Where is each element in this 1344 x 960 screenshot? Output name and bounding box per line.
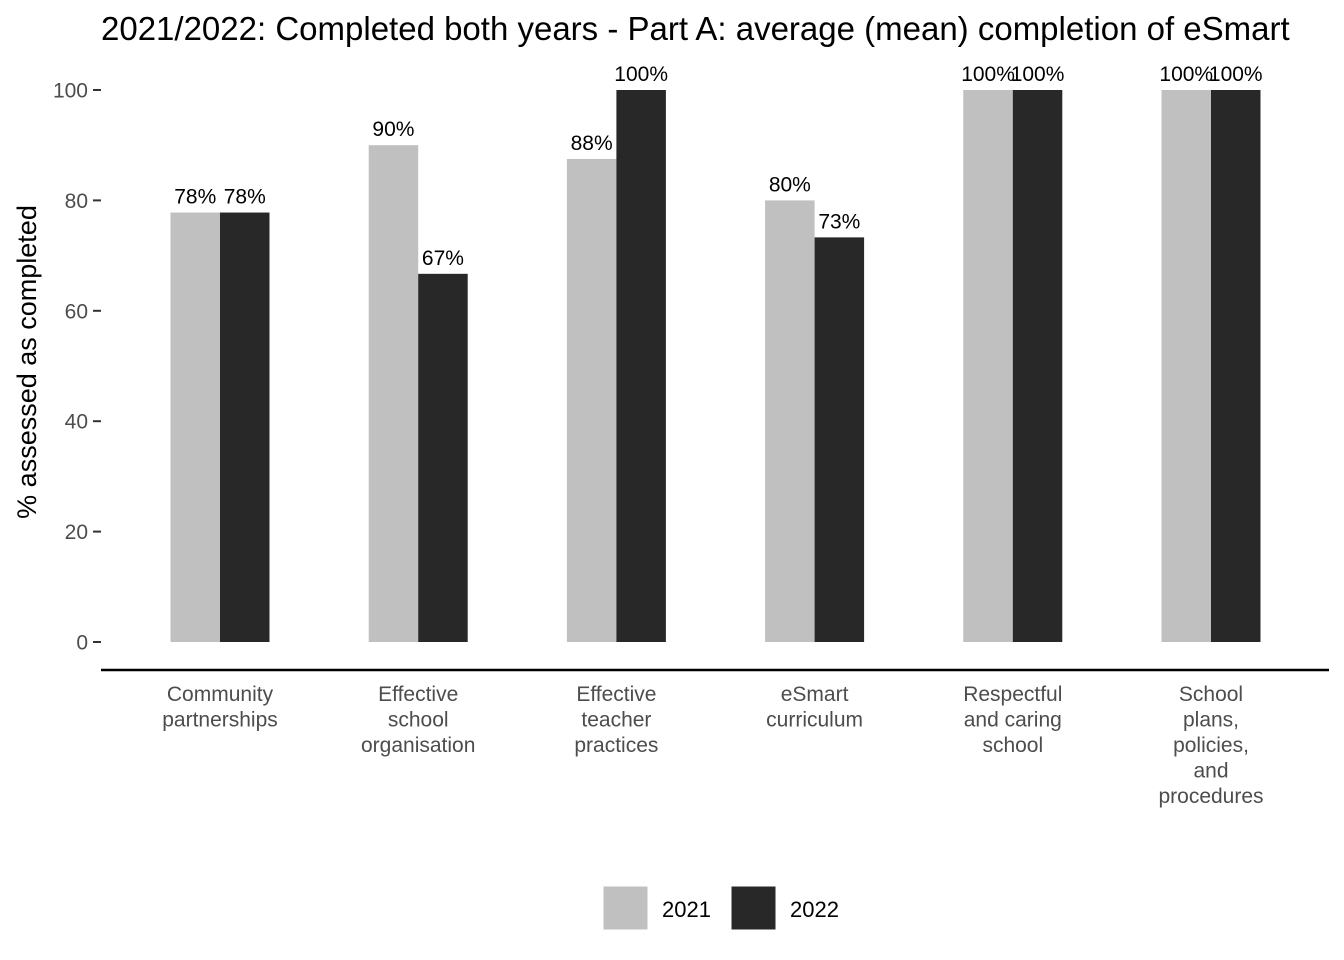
x-tick-label: teacher: [581, 709, 651, 732]
y-tick-label: 100: [53, 80, 88, 103]
data-label-2022-5: 100%: [1209, 63, 1263, 86]
data-label-2021-1: 90%: [372, 118, 414, 141]
y-axis-label: % assessed as completed: [12, 205, 42, 519]
bar-2021-3: [765, 200, 815, 642]
bar-2021-1: [368, 145, 419, 642]
data-label-2021-2: 88%: [571, 132, 613, 155]
data-label-2021-5: 100%: [1159, 63, 1213, 86]
x-tick-label: and: [1193, 760, 1228, 783]
bar-2022-0: [220, 212, 270, 642]
data-label-2022-3: 73%: [818, 210, 860, 233]
data-label-2021-0: 78%: [174, 186, 216, 209]
bar-2021-5: [1161, 90, 1211, 642]
x-tick-label: curriculum: [766, 709, 863, 732]
x-tick-label: and caring: [964, 709, 1062, 732]
y-axis-ticks: 0 20 40 60 80 100: [53, 80, 101, 655]
x-tick-label: school: [388, 709, 449, 732]
data-label-2021-3: 80%: [769, 173, 811, 196]
legend-swatch-2022: [730, 885, 777, 931]
bar-2022-5: [1211, 90, 1261, 642]
bar-2022-2: [616, 90, 666, 642]
x-tick-label: school: [982, 734, 1043, 757]
y-tick-label: 20: [65, 521, 88, 544]
data-label-2022-2: 100%: [614, 63, 668, 86]
chart-title: 2021/2022: Completed both years - Part A…: [101, 10, 1290, 47]
data-label-2022-1: 67%: [422, 247, 464, 270]
data-label-2022-4: 100%: [1011, 63, 1065, 86]
data-label-2021-4: 100%: [961, 63, 1015, 86]
x-tick-label: practices: [574, 734, 658, 757]
bar-2022-1: [418, 273, 468, 642]
y-tick-label: 40: [65, 411, 88, 434]
y-tick-label: 0: [76, 632, 88, 655]
bar-2021-0: [170, 212, 220, 642]
x-tick-label: School: [1179, 683, 1243, 706]
legend: 2021 2022: [602, 885, 839, 931]
x-tick-label: plans,: [1183, 709, 1239, 732]
x-tick-label: policies,: [1173, 734, 1249, 757]
x-axis-ticks: CommunitypartnershipsEffectiveschoolorga…: [162, 683, 1263, 808]
x-tick-label: Effective: [378, 683, 458, 706]
x-tick-label: eSmart: [781, 683, 849, 706]
x-tick-label: organisation: [361, 734, 475, 757]
legend-swatch-2021: [602, 885, 649, 931]
x-tick-label: Community: [167, 683, 274, 706]
x-tick-label: Respectful: [963, 683, 1062, 706]
x-tick-label: Effective: [576, 683, 656, 706]
bar-2022-3: [814, 237, 865, 642]
bar-2021-2: [566, 159, 617, 642]
y-tick-label: 80: [65, 190, 88, 213]
data-label-2022-0: 78%: [224, 186, 266, 209]
legend-label-2022: 2022: [790, 897, 839, 922]
x-tick-label: procedures: [1158, 785, 1263, 808]
bar-2022-4: [1012, 90, 1063, 642]
bars-group: [170, 90, 1261, 642]
bar-2021-4: [963, 90, 1013, 642]
data-labels-group: 78% 78%90%67%88%100%80%73%100%100% 100%100…: [174, 63, 1262, 270]
y-tick-label: 60: [65, 300, 88, 323]
legend-label-2021: 2021: [662, 897, 711, 922]
x-tick-label: partnerships: [162, 709, 278, 732]
